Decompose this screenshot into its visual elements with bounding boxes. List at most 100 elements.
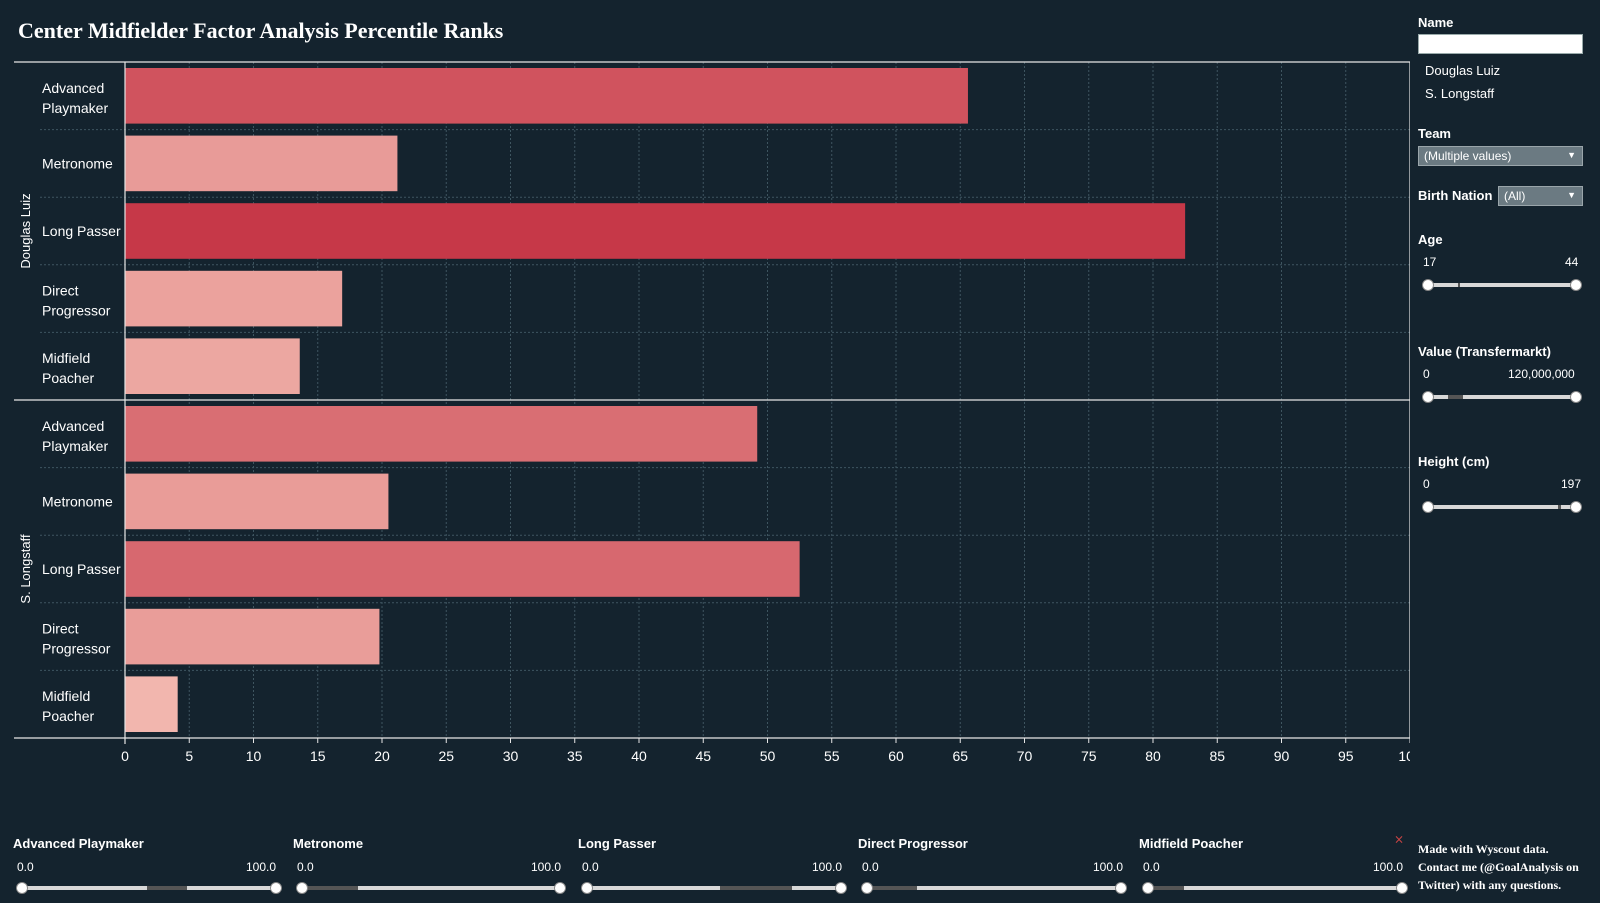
x-tick-label: 15	[310, 748, 326, 764]
category-label: Metronome	[42, 493, 113, 509]
footer-note-line-2: Contact me (@GoalAnalysis on	[1418, 860, 1579, 874]
long-passer-slider-min-handle[interactable]	[581, 882, 593, 894]
direct-progressor-slider-min-handle[interactable]	[861, 882, 873, 894]
height-slider-track[interactable]	[1428, 505, 1578, 509]
x-tick-label: 60	[888, 748, 904, 764]
bar	[125, 338, 300, 394]
long-passer-filter-label: Long Passer	[578, 836, 657, 851]
bar	[125, 135, 398, 192]
bar-chart: Douglas Luiz Advanced Playmaker Metronome Lo…	[14, 61, 1410, 764]
chevron-down-icon: ▼	[1567, 150, 1576, 160]
value-slider-min-handle[interactable]	[1422, 391, 1434, 403]
birth-nation-dropdown[interactable]: (All) ▼	[1498, 186, 1583, 206]
category-label: Midfield Poacher	[42, 688, 94, 724]
clear-filter-icon[interactable]: ⨯	[1394, 832, 1405, 846]
direct-progressor-filter-label: Direct Progressor	[858, 836, 968, 851]
direct-progressor-max-value: 100.0	[1093, 860, 1124, 874]
metronome-filter-label: Metronome	[293, 836, 364, 851]
x-tick-label: 65	[952, 748, 968, 764]
category-label: Advanced Playmaker	[42, 418, 108, 454]
x-tick-label: 0	[121, 748, 129, 764]
long-passer-max-value: 100.0	[812, 860, 843, 874]
age-max-value: 44	[1565, 255, 1579, 269]
footer-note: Made with Wyscout data. Contact me (@Goa…	[1418, 840, 1598, 894]
row-label: S. Longstaff	[18, 534, 33, 604]
x-tick-label: 50	[760, 748, 776, 764]
advanced-playmaker-min-value: 0.0	[17, 860, 34, 874]
advanced-playmaker-max-value: 100.0	[246, 860, 277, 874]
x-tick-label: 30	[503, 748, 519, 764]
category-label: Direct Progressor	[42, 283, 111, 319]
advanced-playmaker-slider-min-handle[interactable]	[16, 882, 28, 894]
value-slider-max-handle[interactable]	[1570, 391, 1582, 403]
height-filter-label: Height (cm)	[1418, 454, 1490, 469]
age-slider-track[interactable]	[1428, 283, 1578, 287]
age-slider-max-handle[interactable]	[1570, 279, 1582, 291]
name-option-s-longstaff[interactable]: S. Longstaff	[1425, 86, 1495, 101]
x-tick-label: 100	[1398, 748, 1410, 764]
midfield-poacher-slider-track[interactable]	[1148, 886, 1402, 890]
category-label: Direct Progressor	[42, 621, 111, 657]
birth-nation-dropdown-value: (All)	[1504, 189, 1526, 203]
advanced-playmaker-filter-label: Advanced Playmaker	[13, 836, 144, 851]
name-option-douglas-luiz[interactable]: Douglas Luiz	[1425, 63, 1501, 78]
x-tick-label: 25	[438, 748, 454, 764]
height-slider-max-handle[interactable]	[1570, 501, 1582, 513]
midfield-poacher-filter-label: Midfield Poacher	[1139, 836, 1244, 851]
row-label: Douglas Luiz	[18, 193, 33, 268]
age-slider-min-handle[interactable]	[1422, 279, 1434, 291]
x-tick-label: 85	[1209, 748, 1225, 764]
value-slider-track[interactable]	[1428, 395, 1578, 399]
long-passer-slider-max-handle[interactable]	[835, 882, 847, 894]
metronome-min-value: 0.0	[297, 860, 314, 874]
direct-progressor-slider-track[interactable]	[867, 886, 1121, 890]
value-filter-label: Value (Transfermarkt)	[1418, 344, 1551, 359]
midfield-poacher-slider-min-handle[interactable]	[1142, 882, 1154, 894]
metronome-slider-track[interactable]	[302, 886, 560, 890]
footer-note-line-3: Twitter) with any questions.	[1418, 878, 1562, 892]
bar	[125, 473, 389, 530]
midfield-poacher-min-value: 0.0	[1143, 860, 1160, 874]
category-label: Long Passer	[42, 561, 121, 577]
category-label: Metronome	[42, 155, 113, 171]
age-filter-label: Age	[1418, 232, 1443, 247]
category-label: Midfield Poacher	[42, 350, 94, 386]
height-max-value: 197	[1561, 477, 1582, 491]
x-tick-label: 5	[185, 748, 193, 764]
advanced-playmaker-slider-track[interactable]	[22, 886, 276, 890]
birth-nation-filter-label: Birth Nation	[1418, 188, 1493, 203]
advanced-playmaker-slider-max-handle[interactable]	[270, 882, 282, 894]
value-min-value: 0	[1423, 367, 1430, 381]
metronome-slider-max-handle[interactable]	[554, 882, 566, 894]
bar	[125, 406, 758, 462]
x-tick-label: 35	[567, 748, 583, 764]
x-tick-label: 55	[824, 748, 840, 764]
team-dropdown[interactable]: (Multiple values) ▼	[1418, 146, 1583, 166]
x-tick-label: 80	[1145, 748, 1161, 764]
midfield-poacher-slider-max-handle[interactable]	[1396, 882, 1408, 894]
x-tick-label: 95	[1338, 748, 1354, 764]
direct-progressor-min-value: 0.0	[862, 860, 879, 874]
direct-progressor-slider-max-handle[interactable]	[1115, 882, 1127, 894]
category-label: Long Passer	[42, 223, 121, 239]
value-max-value: 120,000,000	[1508, 367, 1575, 381]
x-tick-label: 45	[695, 748, 711, 764]
x-tick-label: 75	[1081, 748, 1097, 764]
page-title: Center Midfielder Factor Analysis Percen…	[18, 18, 504, 43]
long-passer-min-value: 0.0	[582, 860, 599, 874]
footer-note-line-1: Made with Wyscout data.	[1418, 842, 1549, 856]
metronome-max-value: 100.0	[531, 860, 562, 874]
x-tick-label: 70	[1017, 748, 1033, 764]
height-slider-min-handle[interactable]	[1422, 501, 1434, 513]
x-tick-label: 10	[246, 748, 262, 764]
name-search-input[interactable]	[1418, 34, 1583, 54]
bar	[125, 608, 380, 665]
category-label: Advanced Playmaker	[42, 80, 108, 116]
long-passer-slider-track[interactable]	[587, 886, 841, 890]
midfield-poacher-max-value: 100.0	[1373, 860, 1404, 874]
bar	[125, 203, 1186, 259]
bar	[125, 68, 968, 124]
bar	[125, 541, 800, 597]
metronome-slider-min-handle[interactable]	[296, 882, 308, 894]
name-filter-label: Name	[1418, 15, 1454, 30]
